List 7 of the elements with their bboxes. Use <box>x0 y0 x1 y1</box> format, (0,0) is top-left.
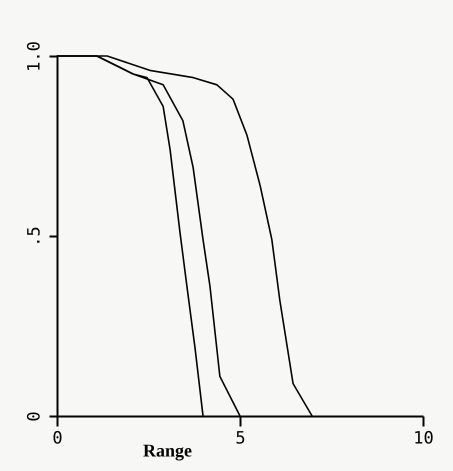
x-axis-title: Range <box>143 440 192 460</box>
x-tick-label: 0 <box>52 428 63 448</box>
x-tick-label: 10 <box>413 428 434 448</box>
x-tick-label: 5 <box>235 428 246 448</box>
y-tick-label: 0 <box>24 411 44 422</box>
y-tick-label: .5 <box>24 226 44 247</box>
y-tick-label: 1.0 <box>24 41 44 72</box>
